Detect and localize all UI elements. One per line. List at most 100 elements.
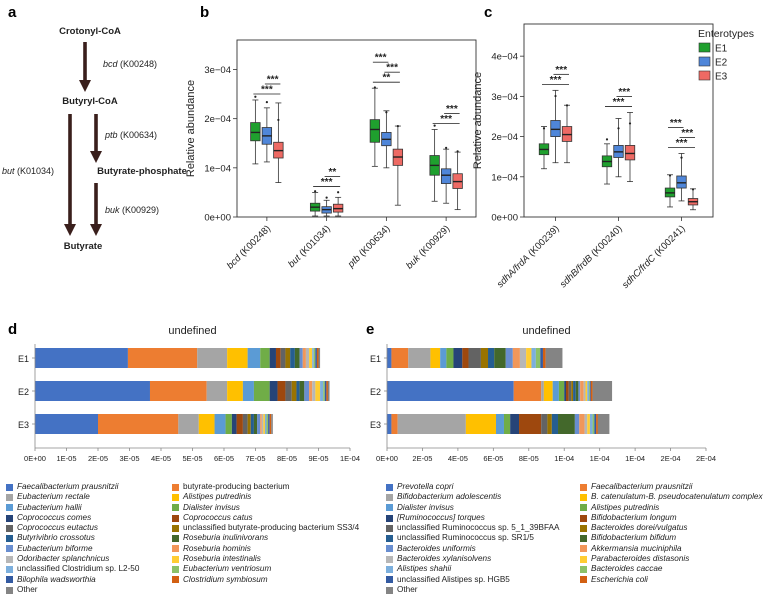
bar-segment-d xyxy=(260,414,262,434)
legend-swatch xyxy=(172,514,179,522)
bar-segment-e xyxy=(589,381,591,401)
legend-swatch xyxy=(580,483,587,491)
legend-item: unclassified Clostridium sp. L2-50 xyxy=(6,564,139,574)
legend-label: Bifidobacterium adolescentis xyxy=(397,492,502,502)
legend-swatch xyxy=(172,493,179,501)
legend-item: Akkermansia muciniphila xyxy=(580,544,763,554)
bar-segment-e xyxy=(573,381,576,401)
legend-swatch xyxy=(6,483,13,491)
bar-segment-e xyxy=(503,414,511,434)
legend-swatch xyxy=(172,566,179,574)
legend-label: Alistipes putredinis xyxy=(183,492,252,502)
bar-segment-e xyxy=(494,348,506,368)
bar-segment-d xyxy=(320,381,324,401)
legend-label: Bacteroides dorei/vulgatus xyxy=(591,523,688,533)
legend-item: unclassified butyrate-producing bacteriu… xyxy=(172,523,359,533)
legend-label: Akkermansia muciniphila xyxy=(591,543,682,553)
bar-segment-e xyxy=(387,414,392,434)
legend-label: unclassified Alistipes sp. HGB5 xyxy=(397,574,510,584)
legend-item: Alistipes putredinis xyxy=(172,492,359,502)
legend-c-swatch-E3 xyxy=(698,70,711,81)
box-b-E1 xyxy=(369,119,381,143)
bar-segment-d xyxy=(315,348,317,368)
x-tick-label-d: 1E-04 xyxy=(340,454,360,463)
legend-item: Bifidobacterium longum xyxy=(580,513,763,523)
reaction-label-but: but (K01034) xyxy=(2,166,54,176)
bar-segment-d xyxy=(247,348,261,368)
x-tick-label-c-ko: (K00241) xyxy=(650,223,687,260)
legend-label: Butyrivibrio crossotus xyxy=(17,533,95,543)
legend-label: Escherichia coli xyxy=(591,574,648,584)
outlier-b xyxy=(265,101,268,104)
bar-segment-e xyxy=(574,414,580,434)
bar-segment-e xyxy=(558,414,575,434)
bar-segment-d xyxy=(247,414,251,434)
legend-item: Roseburia hominis xyxy=(172,544,359,554)
x-tick-label-e: 4E-05 xyxy=(448,454,468,463)
outlier-b xyxy=(277,118,280,122)
legend-label: Coprococcus comes xyxy=(17,512,92,522)
row-label-d-E3: E3 xyxy=(18,420,29,430)
x-tick-label-d: 3E-05 xyxy=(119,454,139,463)
bar-segment-e xyxy=(597,414,610,434)
legend-label: Eubacterium ventriosum xyxy=(183,564,272,574)
bar-segment-e xyxy=(440,348,447,368)
x-tick-label-e: 2E-04 xyxy=(661,454,681,463)
sig-stars-b: ** xyxy=(382,73,390,84)
legend-swatch xyxy=(386,566,393,574)
legend-swatch xyxy=(386,555,393,563)
legend-label: Bacteroides caccae xyxy=(591,564,663,574)
legend-label: unclassified Ruminococcus sp. SR1/5 xyxy=(397,533,534,543)
legend-item: Butyrivibrio crossotus xyxy=(6,533,139,543)
x-tick-label-e: 1E-04 xyxy=(554,454,574,463)
legend-item: Bifidobacterium adolescentis xyxy=(386,492,559,502)
row-label-e-E3: E3 xyxy=(370,420,381,430)
outlier-b xyxy=(337,191,340,194)
bar-segment-d xyxy=(35,381,150,401)
y-tick-label-b: 3e−04 xyxy=(204,65,231,76)
bar-segment-e xyxy=(545,348,563,368)
legend-item: Coprococcus catus xyxy=(172,513,359,523)
bar-segment-d xyxy=(263,414,265,434)
bar-segment-d xyxy=(271,414,273,434)
bar-segment-e xyxy=(575,381,579,401)
bar-segment-d xyxy=(309,348,313,368)
bar-segment-d xyxy=(264,414,267,434)
bar-segment-d xyxy=(149,381,207,401)
legend-item: Bacteroides caccae xyxy=(580,564,763,574)
legend-item: Roseburia intestinalis xyxy=(172,554,359,564)
bar-segment-e xyxy=(590,381,593,401)
bar-segment-e xyxy=(589,414,593,434)
legend-label: Faecalibacterium prausnitzii xyxy=(17,482,119,491)
legend-item: Bacteroides uniformis xyxy=(386,544,559,554)
chart-title-ko-d: undefined xyxy=(168,325,216,337)
x-tick-label-c-gene: sdhB/frdB xyxy=(558,252,596,290)
chart-title-ko-e: undefined xyxy=(522,325,570,337)
x-tick-label-c-gene: sdhC/frdC xyxy=(620,253,658,291)
reaction-label-buk: buk (K00929) xyxy=(105,205,159,215)
legend-d-col1: Faecalibacterium prausnitzii Eubacterium … xyxy=(6,482,139,595)
legend-label: Clostridium symbiosum xyxy=(183,574,268,584)
legend-swatch xyxy=(580,504,587,512)
bar-segment-d xyxy=(206,381,228,401)
bar-segment-d xyxy=(242,414,248,434)
legend-label: Bilophila wadsworthia xyxy=(17,574,96,584)
legend-swatch xyxy=(386,545,393,553)
legend-label: Coprococcus catus xyxy=(183,512,253,522)
legend-label: Bifidobacterium bifidum xyxy=(591,533,677,543)
legend-c-title: Enterotypes xyxy=(698,28,754,40)
bar-segment-d xyxy=(242,381,254,401)
bar-segment-d xyxy=(214,414,226,434)
outlier-c xyxy=(680,156,683,159)
plot-frame-b xyxy=(236,39,477,218)
reaction-label-ptb: ptb (K00634) xyxy=(104,130,157,140)
bar-segment-e xyxy=(513,381,542,401)
legend-item: [Ruminococcus] torques xyxy=(386,513,559,523)
bar-segment-d xyxy=(198,414,215,434)
bar-segment-d xyxy=(257,414,261,434)
bar-segment-d xyxy=(227,381,243,401)
x-tick-label-d: 1E-05 xyxy=(56,454,76,463)
legend-swatch xyxy=(386,535,393,543)
legend-item: B. catenulatum-B. pseudocatenulatum comp… xyxy=(580,492,763,502)
x-tick-label-d: 9E-05 xyxy=(308,454,328,463)
